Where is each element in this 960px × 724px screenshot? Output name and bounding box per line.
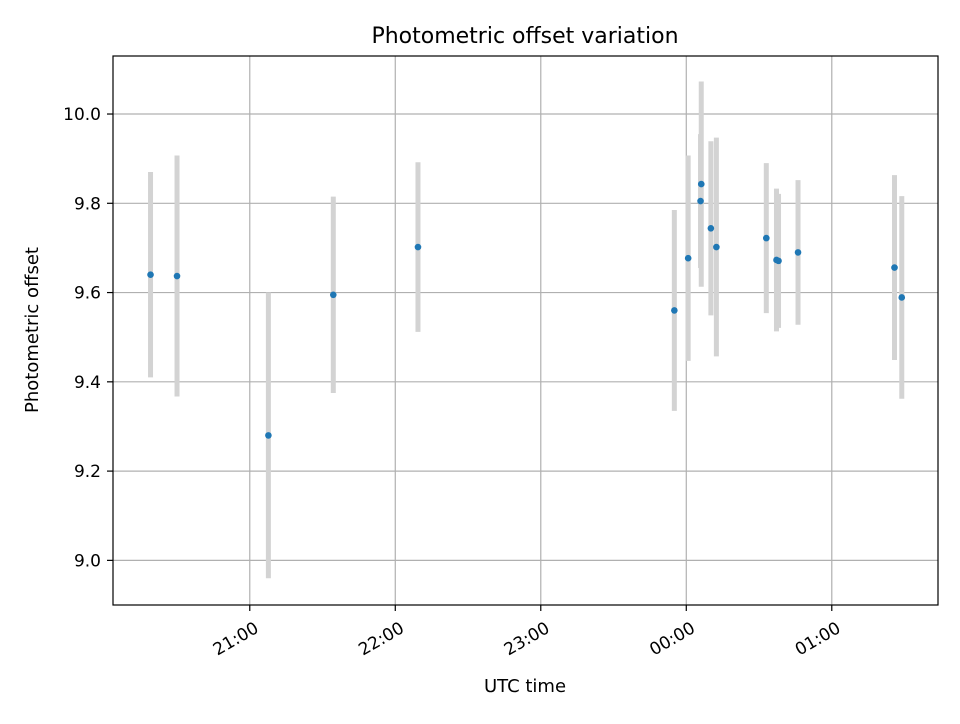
data-point [763,234,770,242]
x-axis-label: UTC time [484,676,566,697]
data-point [147,271,154,279]
data-point [697,197,704,205]
y-tick-label: 9.0 [74,551,101,571]
data-point [414,243,422,251]
y-axis-label: Photometric offset [22,247,43,413]
y-tick-label: 9.2 [74,462,101,482]
y-tick-label: 10.0 [63,105,101,125]
data-point [713,243,720,251]
data-point [697,180,705,188]
chart-title: Photometric offset variation [371,24,678,49]
data-point [684,254,692,262]
data-points [147,180,906,439]
data-point [265,432,272,439]
data-point [775,257,782,265]
y-tick-label: 9.4 [74,373,101,393]
data-point [707,224,715,232]
data-point [173,272,181,280]
data-point [329,291,337,299]
plot-frame [112,55,939,606]
data-point [898,294,906,301]
data-point [794,249,802,256]
y-tick-label: 9.6 [74,284,101,304]
y-tick-label: 9.8 [74,194,101,214]
y-axis: 9.0 9.2 9.4 9.6 9.8 10.0 [63,105,113,571]
data-point [891,264,898,271]
data-point [671,307,678,314]
